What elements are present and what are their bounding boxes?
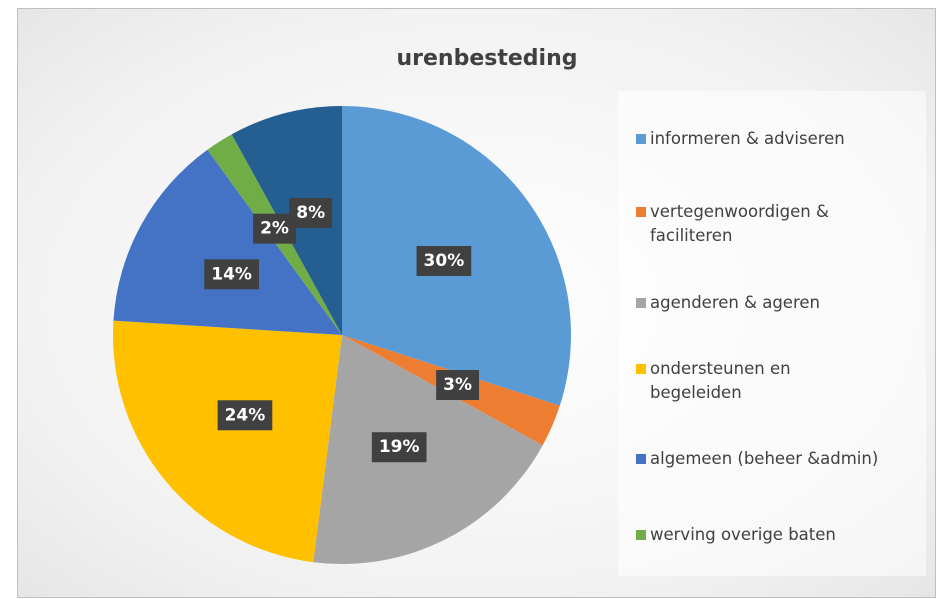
legend-item: informeren & adviseren bbox=[636, 127, 921, 151]
data-label: 14% bbox=[204, 259, 259, 290]
data-label-text: 14% bbox=[211, 264, 252, 284]
data-label-box bbox=[436, 370, 480, 401]
data-label: 2% bbox=[253, 213, 296, 244]
data-label-text: 19% bbox=[379, 437, 420, 457]
legend-label: vertegenwoordigen & faciliteren bbox=[650, 202, 829, 245]
legend-item: agenderen & ageren bbox=[636, 291, 921, 315]
data-label-text: 8% bbox=[296, 203, 325, 223]
legend: informeren & adviseren vertegenwoordigen … bbox=[618, 91, 926, 576]
pie-slice bbox=[112, 320, 343, 563]
legend-label: werving overige baten bbox=[650, 525, 836, 544]
pie-slice bbox=[313, 335, 543, 564]
data-label-text: 24% bbox=[225, 405, 266, 425]
legend-swatch bbox=[636, 364, 646, 374]
legend-item: vertegenwoordigen & faciliteren bbox=[636, 200, 921, 248]
legend-label: agenderen & ageren bbox=[650, 293, 820, 312]
data-label: 30% bbox=[416, 245, 472, 276]
data-label-box bbox=[371, 432, 427, 463]
data-label-text: 30% bbox=[424, 251, 465, 271]
data-label-box bbox=[253, 213, 296, 244]
data-label-text: 3% bbox=[443, 375, 472, 395]
chart: urenbesteding 30% 3% 19% 24% 14% 2% 8% bbox=[112, 46, 578, 564]
data-label: 24% bbox=[217, 400, 273, 431]
pie-slice bbox=[113, 149, 343, 335]
legend-label: algemeen (beheer &admin) bbox=[650, 449, 879, 468]
legend-label: ondersteunen en begeleiden bbox=[650, 359, 791, 402]
chart-area: urenbesteding 30% 3% 19% 24% 14% 2% 8% informe… bbox=[17, 8, 936, 598]
legend-swatch bbox=[636, 134, 646, 144]
data-label: 19% bbox=[371, 432, 427, 463]
data-label-box bbox=[416, 245, 472, 276]
data-label-box bbox=[217, 400, 273, 431]
legend-item: algemeen (beheer &admin) bbox=[636, 447, 921, 471]
legend-label: informeren & adviseren bbox=[650, 129, 845, 148]
data-label-text: 2% bbox=[260, 219, 289, 239]
chart-title: urenbesteding bbox=[397, 46, 578, 71]
legend-swatch bbox=[636, 207, 646, 217]
legend-swatch bbox=[636, 530, 646, 540]
data-label: 8% bbox=[289, 198, 333, 229]
data-label-box bbox=[289, 198, 333, 229]
legend-item: werving overige baten bbox=[636, 523, 921, 547]
legend-swatch bbox=[636, 454, 646, 464]
data-label: 3% bbox=[436, 370, 480, 401]
legend-swatch bbox=[636, 298, 646, 308]
legend-item: ondersteunen en begeleiden bbox=[636, 357, 921, 405]
data-label-box bbox=[204, 259, 259, 290]
